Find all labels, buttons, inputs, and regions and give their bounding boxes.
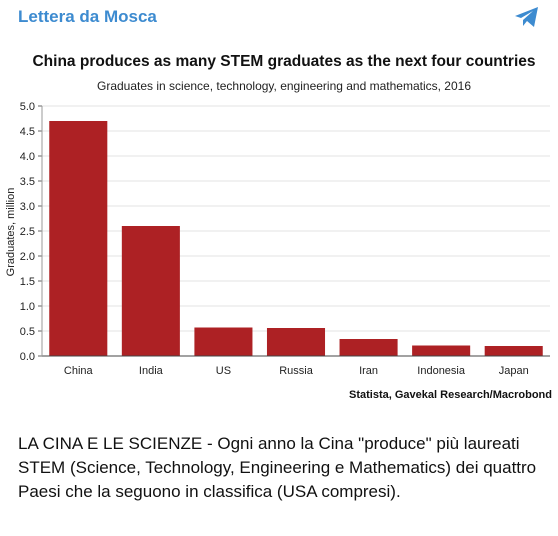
chart-title: China produces as many STEM graduates as… — [32, 53, 535, 70]
y-tick-label: 2.5 — [20, 226, 35, 238]
x-tick-label: Russia — [279, 365, 314, 377]
y-tick-label: 5.0 — [20, 101, 35, 113]
bar-us — [194, 327, 253, 356]
x-tick-label: Iran — [359, 365, 378, 377]
y-tick-label: 2.0 — [20, 251, 35, 263]
y-tick-label: 0.5 — [20, 326, 35, 338]
bars — [49, 121, 543, 356]
y-tick-label: 1.5 — [20, 276, 35, 288]
y-tick-label: 0.0 — [20, 351, 35, 363]
x-tick-label: US — [216, 365, 231, 377]
x-tick-label: Indonesia — [417, 365, 466, 377]
telegram-icon[interactable] — [514, 6, 540, 28]
x-tick-label: China — [64, 365, 94, 377]
bar-china — [49, 121, 108, 356]
bar-india — [121, 226, 180, 356]
bar-russia — [266, 328, 326, 356]
chart-source: Statista, Gavekal Research/Macrobond — [349, 389, 552, 401]
y-tick-label: 3.0 — [20, 201, 35, 213]
y-tick-label: 4.0 — [20, 151, 35, 163]
bar-indonesia — [412, 345, 471, 356]
y-tick-label: 3.5 — [20, 176, 35, 188]
chart-subtitle: Graduates in science, technology, engine… — [97, 79, 471, 93]
x-tick-labels: China India US Russia Iran Indonesia Japan — [64, 365, 529, 377]
x-tick-label: India — [139, 365, 164, 377]
bar-iran — [339, 339, 398, 356]
channel-name[interactable]: Lettera da Mosca — [18, 7, 157, 26]
y-axis-label: Graduates, million — [5, 188, 17, 277]
chart-image: China produces as many STEM graduates as… — [5, 53, 552, 401]
post-text: LA CINA E LE SCIENZE - Ogni anno la Cina… — [18, 434, 537, 501]
gridlines — [42, 105, 550, 357]
post-header: Lettera da Mosca — [0, 0, 558, 36]
x-tick-label: Japan — [499, 365, 529, 377]
y-tick-label: 1.0 — [20, 301, 35, 313]
y-tick-labels: 0.0 0.5 1.0 1.5 2.0 2.5 3.0 3.5 4.0 4.5 5.0 — [20, 101, 42, 363]
bar-japan — [484, 346, 543, 356]
y-tick-label: 4.5 — [20, 126, 35, 138]
